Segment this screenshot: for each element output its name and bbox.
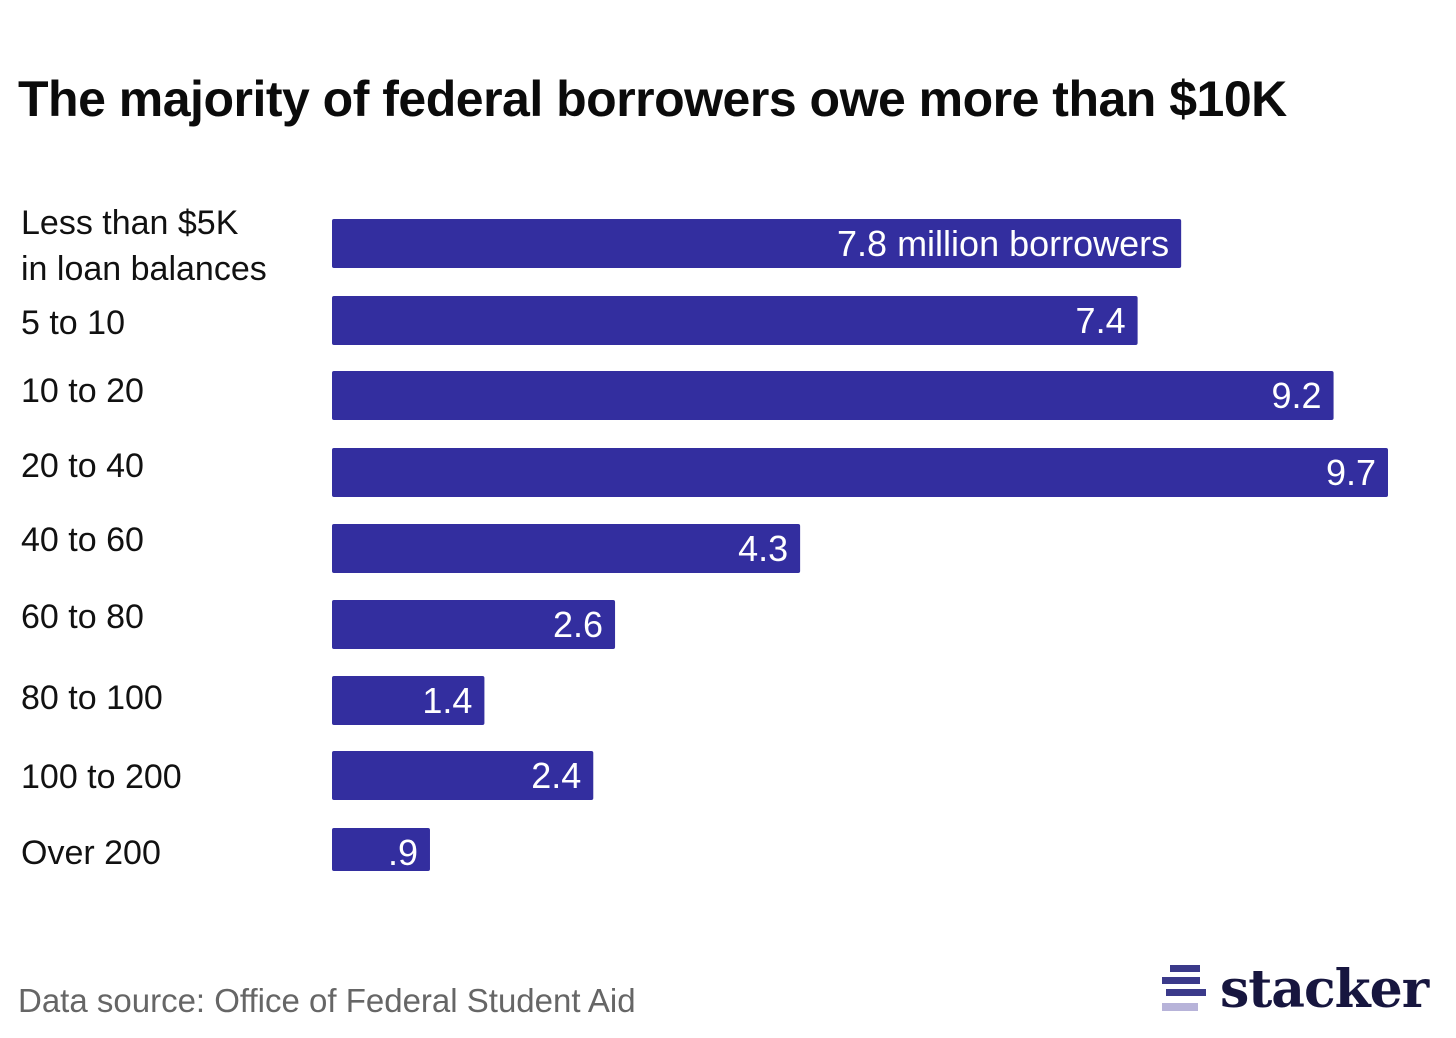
bar-value-label: 4.3 xyxy=(738,528,788,569)
bar-chart: 7.8 million borrowers 7.4 9.29.7 4.3 2.6 1.4 2… xyxy=(332,219,1388,873)
data-source: Data source: Office of Federal Student A… xyxy=(18,982,636,1019)
brand-wordmark: stacker xyxy=(1220,959,1429,1020)
stacker-logo: stacker xyxy=(1162,959,1429,1020)
category-label: 10 to 20 xyxy=(21,372,144,410)
category-label: 80 to 100 xyxy=(21,679,163,717)
bar-value-label: 2.4 xyxy=(531,755,581,796)
category-label: 60 to 80 xyxy=(21,598,144,636)
category-label: 40 to 60 xyxy=(21,521,144,559)
bar xyxy=(332,296,1138,345)
category-label: Over 200 xyxy=(21,834,161,872)
category-label: Less than $5K in loan balances xyxy=(21,204,267,288)
category-label: 100 to 200 xyxy=(21,758,182,796)
category-label: 5 to 10 xyxy=(21,304,125,342)
bar xyxy=(332,751,594,800)
bar-value-label: 9.2 xyxy=(1272,375,1322,416)
bar xyxy=(332,828,430,871)
bar-value-label: 7.8 million borrowers xyxy=(837,223,1169,264)
bar xyxy=(332,219,1182,268)
bar xyxy=(332,676,485,725)
stacker-logo-icon xyxy=(1162,965,1206,1011)
bar xyxy=(332,600,616,649)
bar xyxy=(332,524,801,573)
bar-value-label: 7.4 xyxy=(1076,300,1126,341)
chart-title: The majority of federal borrowers owe mo… xyxy=(18,71,1287,127)
bar xyxy=(332,371,1334,420)
bar xyxy=(332,448,1388,497)
bar-value-label: 9.7 xyxy=(1326,452,1376,493)
bar-value-label: 1.4 xyxy=(422,680,472,721)
bar-value-label: 2.6 xyxy=(553,604,603,645)
category-label: 20 to 40 xyxy=(21,447,144,485)
bar-value-label: .9 xyxy=(388,832,418,873)
